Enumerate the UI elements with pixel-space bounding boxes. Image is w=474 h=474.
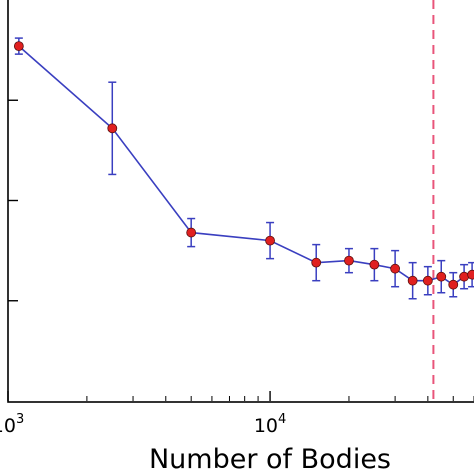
data-point bbox=[369, 259, 380, 270]
data-point bbox=[186, 227, 197, 238]
plot-area bbox=[13, 0, 474, 401]
x-tick-label: 104 bbox=[254, 412, 286, 437]
data-point bbox=[459, 271, 469, 282]
data-point bbox=[448, 279, 459, 290]
data-point bbox=[467, 269, 474, 280]
data-point bbox=[390, 263, 401, 274]
data-point bbox=[107, 123, 118, 134]
data-point bbox=[311, 257, 322, 268]
series-line bbox=[18, 45, 473, 286]
x-tick-label: 103 bbox=[0, 412, 24, 437]
data-point bbox=[407, 275, 418, 286]
data-point bbox=[422, 275, 433, 286]
x-axis-title: Number of Bodies bbox=[149, 444, 391, 474]
data-point bbox=[344, 255, 354, 266]
axis-ticks: 103 104 bbox=[0, 99, 474, 437]
data-point bbox=[13, 41, 24, 52]
data-point bbox=[265, 235, 275, 246]
data-point bbox=[436, 271, 447, 282]
plot-frame bbox=[7, 0, 474, 403]
